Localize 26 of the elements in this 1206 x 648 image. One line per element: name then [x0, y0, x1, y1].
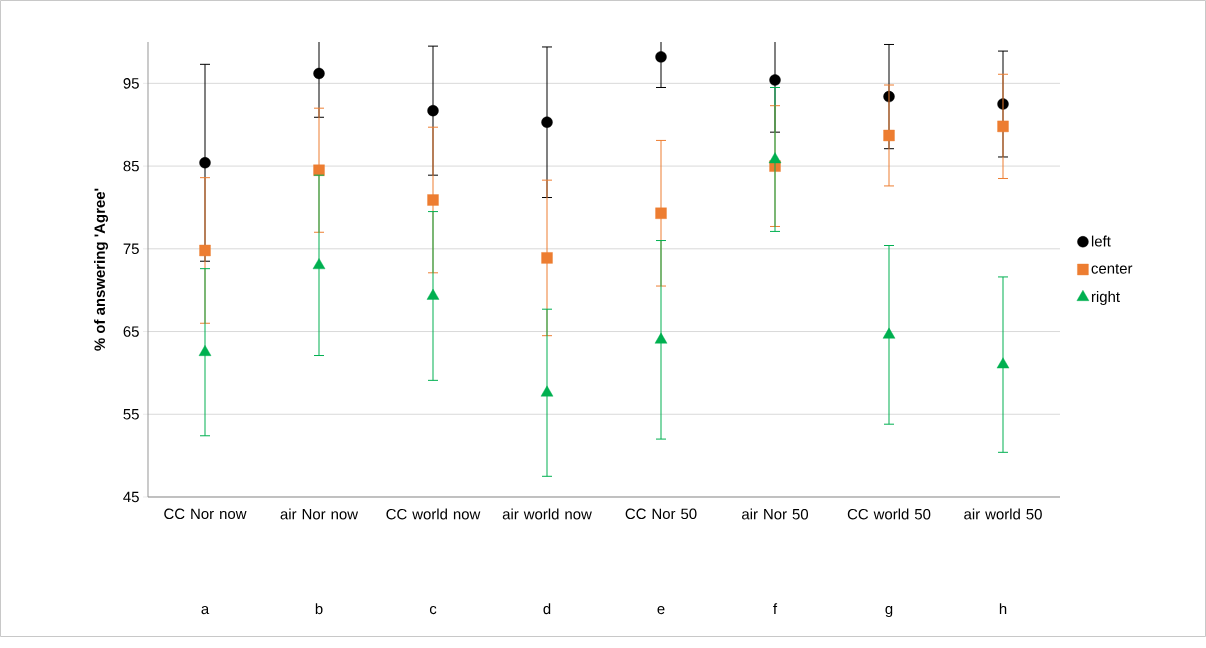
text: b — [315, 603, 323, 615]
x-tick-label: air world 50 — [964, 508, 1042, 520]
x-tick-label: CC world 50 — [847, 508, 931, 520]
text: g — [885, 606, 893, 618]
text: a — [201, 606, 210, 615]
text: h — [999, 603, 1007, 615]
legend-label: left — [1091, 235, 1111, 247]
x-tick-label: CC Nor 50 — [625, 508, 697, 520]
x-tick-label: CC world now — [386, 508, 481, 520]
y-tick-label: 45 — [123, 491, 139, 503]
x-tick-label: CC Nor now — [164, 508, 247, 520]
y-tick-label: 75 — [123, 243, 139, 255]
x-tick-label: air Nor now — [280, 508, 359, 520]
y-tick-label: 55 — [123, 409, 139, 420]
y-tick-label: 95 — [123, 78, 139, 89]
legend-label: center — [1091, 264, 1133, 274]
text: d — [543, 603, 551, 615]
x-tick-label: air Nor 50 — [742, 508, 809, 520]
text: c — [429, 606, 437, 615]
x-tick-label: air world now — [502, 508, 592, 520]
text: f — [773, 603, 778, 615]
legend-label: right — [1091, 291, 1120, 306]
y-axis-title: % of answering 'Agree' — [94, 188, 109, 351]
y-tick-label: 65 — [123, 326, 139, 337]
text: e — [657, 606, 665, 615]
y-tick-label: 85 — [123, 160, 139, 172]
